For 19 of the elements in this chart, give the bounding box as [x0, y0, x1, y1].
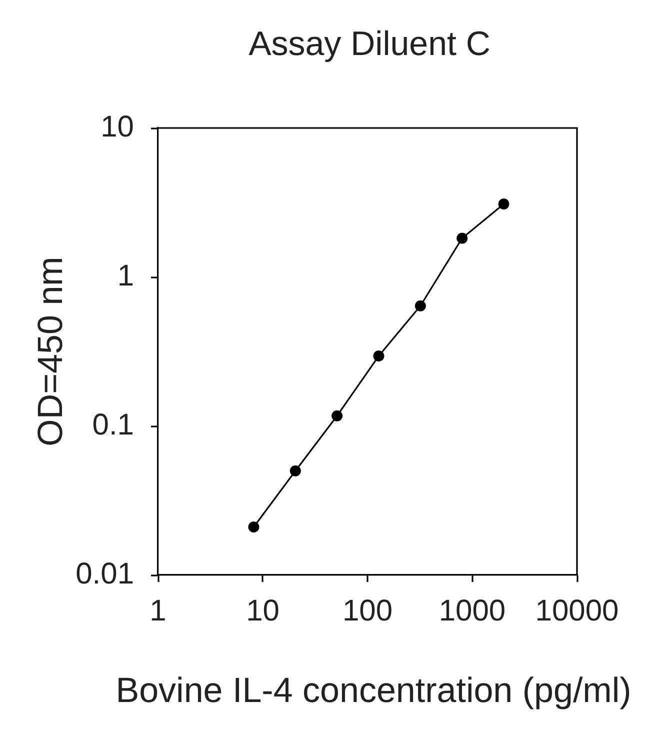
x-tick-label: 1: [150, 594, 166, 628]
point: [373, 350, 384, 362]
x-tick-label: 1000: [438, 594, 506, 628]
point: [290, 465, 301, 476]
x-tick-label: 10: [246, 594, 280, 628]
point: [248, 521, 260, 532]
y-tick-label: 10: [100, 110, 134, 144]
point: [332, 410, 343, 422]
y-tick-label: 0.01: [76, 557, 134, 590]
point: [414, 300, 426, 312]
x-tick-label: 10000: [535, 594, 619, 628]
point: [498, 198, 510, 210]
y-axis-title: OD=450 nm: [31, 256, 70, 446]
y-tick-label: 1: [117, 259, 134, 292]
y-tick-label: 0.1: [92, 408, 134, 442]
x-tick-label: 100: [342, 594, 393, 628]
point: [456, 232, 468, 244]
chart-title: Assay Diluent C: [248, 25, 490, 63]
x-axis-title: Bovine IL-4 concentration (pg/ml): [116, 671, 632, 710]
